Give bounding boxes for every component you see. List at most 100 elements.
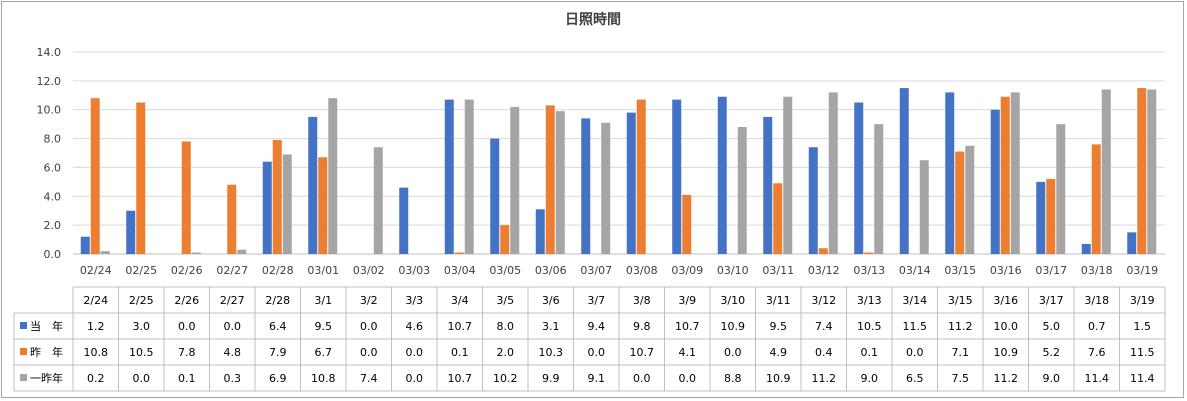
table-value-cell: 11.5 — [903, 320, 928, 333]
table-value-cell: 9.5 — [770, 320, 788, 333]
table-value-cell: 7.8 — [178, 346, 196, 359]
table-header-cell: 3/15 — [948, 294, 973, 307]
table-value-cell: 7.5 — [952, 372, 970, 385]
y-tick-label: 4.0 — [44, 190, 62, 203]
table-header-cell: 2/25 — [129, 294, 154, 307]
bar-3 — [464, 99, 474, 254]
table-header-cell: 3/16 — [993, 294, 1018, 307]
bar-3 — [601, 122, 611, 254]
table-value-cell: 3.0 — [133, 320, 151, 333]
table-value-cell: 6.4 — [269, 320, 287, 333]
table-header-cell: 3/8 — [633, 294, 651, 307]
table-value-cell: 11.4 — [1130, 372, 1155, 385]
table-value-cell: 11.5 — [1130, 346, 1155, 359]
table-header-cell: 3/19 — [1130, 294, 1155, 307]
table-value-cell: 11.2 — [994, 372, 1019, 385]
table-value-cell: 0.0 — [133, 372, 151, 385]
table-value-cell: 4.8 — [224, 346, 242, 359]
bar-1 — [399, 187, 409, 254]
table-header-cell: 3/5 — [496, 294, 514, 307]
table-value-cell: 6.5 — [906, 372, 924, 385]
table-value-cell: 2.0 — [497, 346, 515, 359]
table-value-cell: 0.3 — [224, 372, 242, 385]
bar-2 — [500, 225, 510, 254]
table-value-cell: 7.4 — [360, 372, 378, 385]
table-value-cell: 6.9 — [269, 372, 287, 385]
bar-2 — [136, 102, 146, 254]
bar-1 — [80, 236, 90, 254]
table-value-cell: 0.1 — [861, 346, 879, 359]
x-axis: 02/24 02/25 02/26 02/27 02/28 03/01 03/02 03/03… — [80, 264, 1158, 277]
table-value-cell: 0.0 — [633, 372, 651, 385]
chart-title: 日照時間 — [565, 11, 621, 28]
x-tick-label: 03/18 — [1081, 264, 1113, 277]
table-value-cell: 10.5 — [857, 320, 882, 333]
bar-3 — [373, 147, 383, 254]
bar-1 — [990, 109, 1000, 254]
x-tick-label: 03/06 — [535, 264, 567, 277]
table-value-cell: 11.4 — [1085, 372, 1110, 385]
table-value-cell: 0.0 — [679, 372, 697, 385]
bar-3 — [328, 98, 338, 255]
table-value-cell: 0.2 — [87, 372, 105, 385]
table-value-cell: 7.1 — [952, 346, 970, 359]
y-tick-label: 0.0 — [44, 248, 62, 261]
data-table: 2/24 2/25 2/26 2/27 2/28 3/1 3/2 3/3 3/4 3/5 3/6 3/… — [13, 286, 1166, 392]
x-tick-label: 02/27 — [216, 264, 248, 277]
bar-1 — [808, 147, 818, 254]
bar-2 — [636, 99, 646, 254]
legend-label: 一昨年 — [30, 371, 63, 385]
bar-3 — [100, 251, 110, 254]
bar-1 — [672, 99, 682, 254]
x-tick-label: 03/15 — [944, 264, 976, 277]
bar-3 — [237, 249, 247, 254]
x-tick-label: 02/25 — [125, 264, 157, 277]
bar-3 — [828, 92, 838, 255]
bar-2 — [864, 252, 874, 254]
bar-1 — [1081, 243, 1091, 254]
bar-2 — [682, 194, 692, 254]
table-header-cell: 3/6 — [542, 294, 560, 307]
table-value-cell: 0.0 — [906, 346, 924, 359]
legend-swatch — [20, 374, 27, 381]
y-tick-label: 8.0 — [44, 133, 62, 146]
table-value-cell: 7.4 — [815, 320, 833, 333]
table-value-cell: 10.9 — [994, 346, 1019, 359]
bar-1 — [717, 96, 727, 254]
table-value-cell: 10.2 — [493, 372, 518, 385]
bar-2 — [545, 105, 555, 254]
table-header-cell: 3/11 — [766, 294, 791, 307]
table-value-cell: 0.7 — [1088, 320, 1106, 333]
bar-3 — [1101, 89, 1111, 254]
table-header-cell: 3/7 — [587, 294, 605, 307]
x-tick-label: 03/12 — [808, 264, 840, 277]
table-value-cell: 9.0 — [861, 372, 879, 385]
bar-2 — [227, 184, 237, 254]
table-value-cell: 0.0 — [406, 372, 424, 385]
table-value-cell: 9.0 — [1043, 372, 1061, 385]
table-header-cell: 3/14 — [902, 294, 927, 307]
table-header-cell: 2/28 — [265, 294, 290, 307]
x-tick-label: 03/13 — [853, 264, 885, 277]
table-value-cell: 0.0 — [588, 346, 606, 359]
x-tick-label: 03/08 — [626, 264, 658, 277]
bar-3 — [737, 127, 747, 254]
bar-3 — [874, 124, 884, 255]
bar-1 — [444, 99, 454, 254]
table-value-cell: 0.1 — [451, 346, 469, 359]
bar-2 — [1091, 144, 1101, 254]
table-value-cell: 9.5 — [315, 320, 333, 333]
table-value-cell: 5.0 — [1043, 320, 1061, 333]
bar-1 — [854, 102, 864, 254]
table-value-cell: 9.1 — [588, 372, 606, 385]
legend-label: 昨 年 — [30, 345, 63, 359]
table-header-cell: 3/17 — [1039, 294, 1064, 307]
y-tick-label: 2.0 — [44, 219, 62, 232]
bars — [80, 88, 1157, 255]
table-header-cell: 2/24 — [83, 294, 108, 307]
bar-1 — [535, 209, 545, 254]
table-value-cell: 4.6 — [406, 320, 424, 333]
y-tick-label: 12.0 — [37, 75, 62, 88]
bar-3 — [919, 160, 929, 254]
table-header-cell: 3/10 — [720, 294, 745, 307]
